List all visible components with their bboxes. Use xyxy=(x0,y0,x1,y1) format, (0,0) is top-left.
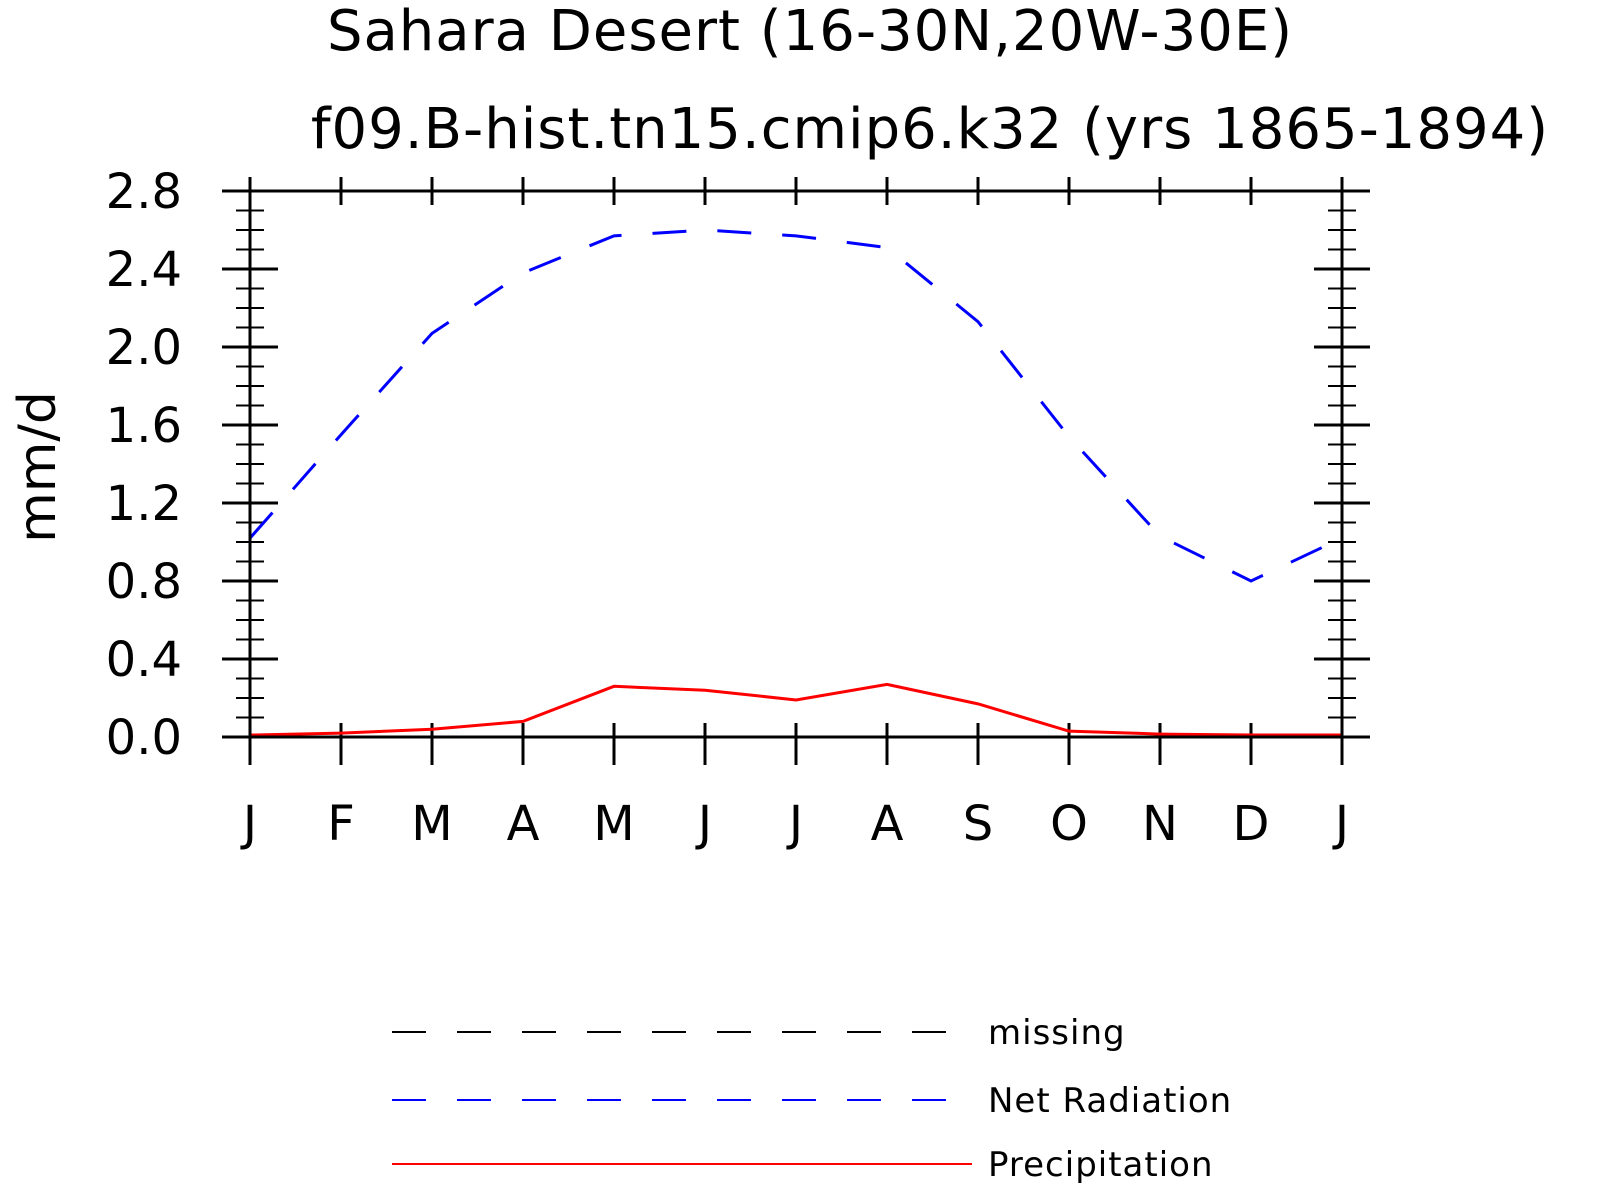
x-tick-label: N xyxy=(1142,796,1178,852)
y-tick-label: 0.8 xyxy=(106,554,182,610)
series-line-precipitation xyxy=(249,682,1342,737)
x-tick-label: M xyxy=(411,796,452,852)
legend: missing Net Radiation Precipitation xyxy=(392,1013,1232,1184)
plot-frame xyxy=(248,189,1344,739)
x-tick-label: J xyxy=(695,796,712,852)
y-tick-label: 2.4 xyxy=(106,242,182,298)
y-tick-label: 0.0 xyxy=(106,710,182,766)
x-tick-label: J xyxy=(1332,796,1349,852)
legend-label: Precipitation xyxy=(988,1145,1214,1184)
chart-title: Sahara Desert (16-30N,20W-30E) xyxy=(327,0,1293,64)
series-lines xyxy=(248,228,1343,737)
legend-label: Net Radiation xyxy=(988,1081,1232,1121)
x-tick-label: A xyxy=(871,796,904,852)
x-tick-label: O xyxy=(1050,796,1088,852)
x-tick-label: D xyxy=(1233,796,1270,852)
chart-subtitle: f09.B-hist.tn15.cmip6.k32 (yrs 1865-1894… xyxy=(311,97,1549,162)
axis-ticks xyxy=(222,177,1370,765)
x-tick-label: A xyxy=(507,796,540,852)
y-tick-label: 0.4 xyxy=(106,632,182,688)
y-tick-label: 1.2 xyxy=(106,476,182,532)
x-tick-label: M xyxy=(593,796,634,852)
x-tick-label: F xyxy=(327,796,355,852)
series-line-net-radiation xyxy=(248,228,1343,583)
legend-label: missing xyxy=(988,1013,1126,1053)
y-tick-label: 1.6 xyxy=(106,398,182,454)
x-tick-label: J xyxy=(240,796,257,852)
y-axis-label: mm/d xyxy=(8,391,68,543)
x-tick-label: J xyxy=(786,796,803,852)
y-tick-label: 2.0 xyxy=(106,320,182,376)
x-tick-label: S xyxy=(963,796,993,852)
y-tick-label: 2.8 xyxy=(106,164,182,220)
y-tick-labels: 0.0 0.4 0.8 1.2 1.6 2.0 2.4 2.8 xyxy=(106,164,182,766)
